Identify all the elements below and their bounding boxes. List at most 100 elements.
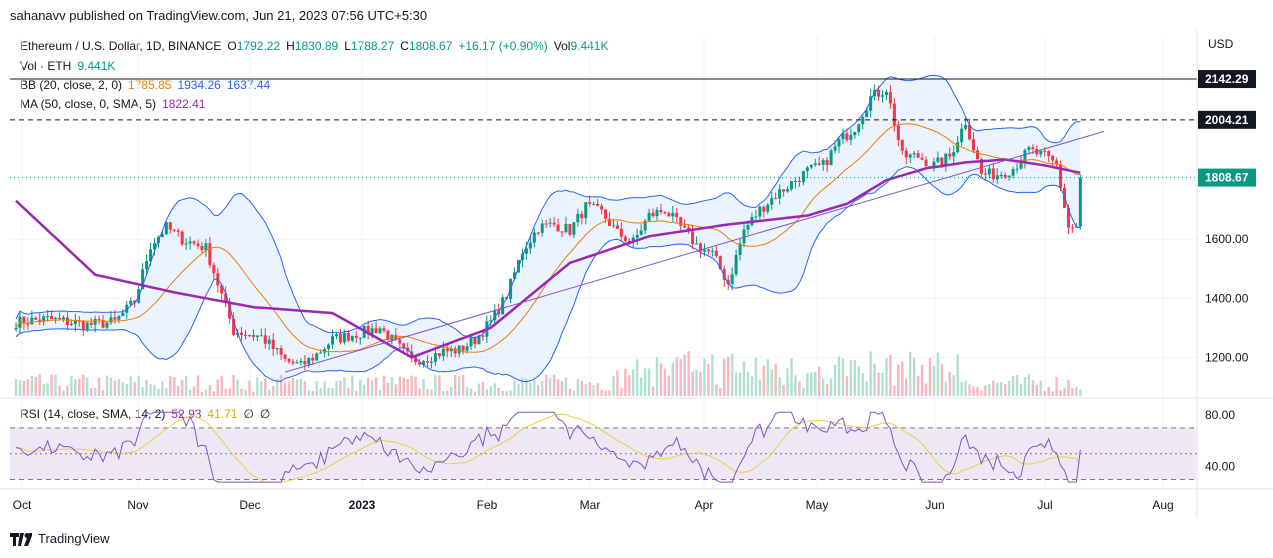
volume-bar xyxy=(109,377,113,396)
price-tick-label: 1600.00 xyxy=(1205,232,1249,246)
volume-bar xyxy=(845,376,849,396)
candle-body xyxy=(912,153,916,155)
candle-body xyxy=(576,213,580,223)
candle-body xyxy=(243,334,247,336)
candle-body xyxy=(936,157,940,162)
candle-body xyxy=(164,222,168,235)
volume-bar xyxy=(865,381,868,396)
candle-body xyxy=(1007,175,1011,178)
candle-body xyxy=(513,272,517,279)
volume-bar xyxy=(659,363,663,396)
volume-bar xyxy=(786,368,789,396)
candle-body xyxy=(172,229,176,231)
candle-body xyxy=(865,110,869,118)
open-value: 1792.22 xyxy=(236,39,281,53)
volume-bar xyxy=(477,383,481,396)
volume-bar xyxy=(54,374,57,396)
candle-body xyxy=(14,327,18,330)
time-tick-label: Jun xyxy=(925,498,944,512)
candle-body xyxy=(1019,162,1023,169)
candle-body xyxy=(1070,227,1074,229)
volume-bar xyxy=(149,384,152,396)
candle-body xyxy=(972,139,976,151)
volume-bar xyxy=(643,368,647,396)
volume-bar xyxy=(901,361,904,396)
candle-body xyxy=(224,293,228,303)
candle-body xyxy=(1051,155,1055,161)
candle-body xyxy=(501,297,505,315)
candle-body xyxy=(702,249,706,252)
volume-bar xyxy=(699,371,702,396)
volume-bar xyxy=(382,375,386,396)
candle-body xyxy=(790,181,794,190)
volume-bar xyxy=(734,372,738,396)
candle-body xyxy=(548,222,552,224)
candle-body xyxy=(437,353,441,357)
volume-bar xyxy=(1079,389,1082,396)
volume-bar xyxy=(687,351,690,396)
volume-bar xyxy=(343,377,346,396)
candle-body xyxy=(398,339,402,344)
volume-bar xyxy=(509,390,512,396)
volume-bar xyxy=(287,381,291,396)
candle-body xyxy=(683,225,687,228)
candle-body xyxy=(675,212,679,218)
rsi-ma-value: 41.71 xyxy=(207,407,238,421)
volume-bar xyxy=(406,378,409,396)
volume-bar xyxy=(192,386,196,396)
volume-bar xyxy=(905,378,908,396)
candle-body xyxy=(338,334,342,343)
candle-body xyxy=(699,243,703,252)
candle-body xyxy=(635,234,639,238)
volume-bar xyxy=(311,391,314,396)
candle-body xyxy=(663,212,667,214)
time-tick-label: Mar xyxy=(580,498,601,512)
volume-bar xyxy=(256,377,259,396)
volume-bar xyxy=(355,391,358,396)
candle-body xyxy=(259,335,263,337)
volume-bar xyxy=(244,389,247,396)
candle-body xyxy=(821,159,825,165)
volume-bar xyxy=(968,384,971,396)
candle-body xyxy=(924,159,928,167)
volume-bar xyxy=(299,378,303,396)
volume-bar xyxy=(359,379,362,396)
candle-body xyxy=(1003,174,1007,178)
candle-body xyxy=(884,92,888,96)
rsi-tick-label: 40.00 xyxy=(1205,460,1235,474)
volume-bar xyxy=(473,391,477,396)
candle-body xyxy=(592,203,596,205)
volume-bar xyxy=(572,390,576,396)
volume-bar xyxy=(517,383,520,396)
candles xyxy=(14,84,1082,371)
candle-body xyxy=(481,335,485,337)
volume-bar xyxy=(837,356,841,396)
candle-body xyxy=(149,249,153,262)
volume-bar xyxy=(268,389,271,396)
volume-bar xyxy=(485,389,489,396)
candle-body xyxy=(1027,147,1031,151)
candle-body xyxy=(540,223,544,233)
volume-bar xyxy=(177,385,180,396)
volume-bar xyxy=(113,380,117,396)
volume-bar xyxy=(525,378,528,396)
candle-body xyxy=(34,317,38,320)
candle-body xyxy=(896,125,900,141)
candle-body xyxy=(552,222,556,225)
candle-body xyxy=(267,339,271,344)
volume-bar xyxy=(548,378,552,396)
volume-bar xyxy=(766,359,769,396)
volume-bar xyxy=(703,358,706,396)
volume-bar xyxy=(667,375,671,396)
volume-bar xyxy=(188,389,192,396)
volume-bar xyxy=(442,390,445,396)
volume-bar xyxy=(608,390,611,396)
volume-bar xyxy=(481,381,485,396)
candle-body xyxy=(718,256,722,269)
tradingview-footer: TradingView xyxy=(10,531,110,546)
candle-body xyxy=(754,216,758,218)
candle-body xyxy=(370,328,374,335)
volume-bar xyxy=(730,353,734,396)
volume-bar xyxy=(1051,391,1054,396)
